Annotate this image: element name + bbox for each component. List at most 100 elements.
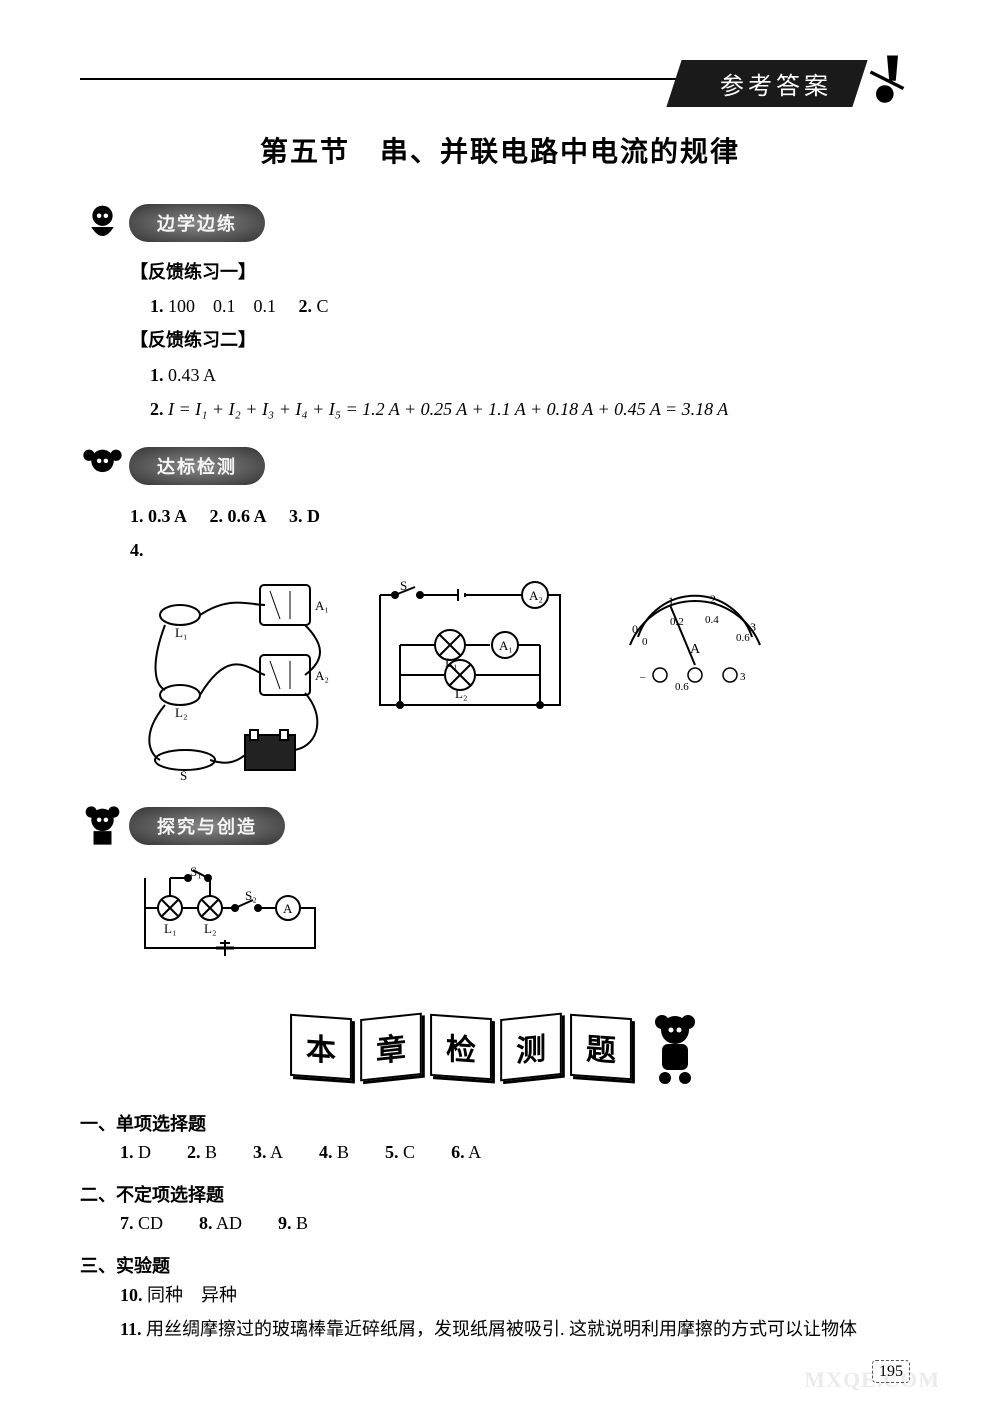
mcq-4-n: 4. xyxy=(319,1142,333,1162)
mcq-6-v: A xyxy=(468,1142,481,1162)
multi-8-v: AD xyxy=(216,1213,242,1233)
mcq-3: 3. A xyxy=(253,1142,283,1163)
explore-badge: 探究与创造 xyxy=(129,807,285,845)
header-badge-text: 参考答案 xyxy=(720,66,832,101)
chapter-mascot-icon xyxy=(640,1010,710,1085)
study-badge-text: 边学边练 xyxy=(157,210,237,236)
multi-9: 9. B xyxy=(278,1213,308,1234)
fb2-q2: 2. I = I₁ + I₂ + I₃ + I₄ + I₅ = 1.2 A + … xyxy=(150,392,920,426)
svg-text:L₂: L₂ xyxy=(455,686,467,701)
ammeter-dial-icon: 0 1 2 3 0 0.2 0.4 0.6 A – 0.6 3 xyxy=(610,575,780,695)
svg-text:L₂: L₂ xyxy=(175,705,187,720)
feedback1-block: 【反馈练习一】 1. 100 0.1 0.1 2. C 【反馈练习二】 1. 0… xyxy=(130,255,920,426)
exp-q11-val: 用丝绸摩擦过的玻璃棒靠近碎纸屑，发现纸屑被吸引. 这就说明利用摩擦的方式可以让物… xyxy=(146,1319,857,1339)
svg-text:A: A xyxy=(283,901,293,916)
svg-text:L₂: L₂ xyxy=(204,921,216,936)
tile-3: 检 xyxy=(430,1014,492,1080)
feedback2-heading: 【反馈练习二】 xyxy=(130,323,920,357)
fb1-q1-vals: 100 0.1 0.1 xyxy=(168,296,276,316)
svg-text:A₂: A₂ xyxy=(315,668,329,683)
watermark-text: MXQE.COM xyxy=(804,1367,940,1393)
exp-q10: 10. 同种 异种 xyxy=(120,1278,920,1312)
girl-mascot-icon xyxy=(80,444,125,489)
header-mascot-icon xyxy=(865,50,920,105)
fb2-q2-label: 2. xyxy=(150,399,164,419)
multi-8-n: 8. xyxy=(199,1213,213,1233)
chapter-test-heading: 本 章 检 测 题 xyxy=(80,1010,920,1085)
mcq-5-v: C xyxy=(403,1142,415,1162)
schematic-circuit-icon: S L₁ L₂ A₁ A₂ xyxy=(360,575,580,725)
svg-text:3: 3 xyxy=(740,671,746,683)
multi-8: 8. AD xyxy=(199,1213,242,1234)
tile-5: 题 xyxy=(570,1014,632,1080)
svg-text:0: 0 xyxy=(632,622,638,636)
tile-4: 测 xyxy=(500,1013,562,1082)
fb1-q2-val: C xyxy=(317,296,329,316)
standard-block: 1. 0.3 A 2. 0.6 A 3. D 4. xyxy=(130,499,920,785)
fb2-q1: 1. 0.43 A xyxy=(150,358,920,392)
multi-heading: 二、不定项选择题 xyxy=(80,1181,920,1207)
std-q4-label: 4. xyxy=(130,533,920,567)
explore-badge-row: 探究与创造 xyxy=(80,803,920,848)
svg-text:0: 0 xyxy=(642,636,648,648)
svg-text:S₂: S₂ xyxy=(245,888,257,903)
tile-1: 本 xyxy=(290,1014,352,1080)
mcq-3-n: 3. xyxy=(253,1142,267,1162)
physical-circuit-icon: L₁ L₂ A₁ A₂ S xyxy=(130,575,330,785)
svg-text:L₁: L₁ xyxy=(445,655,457,670)
mcq-5-n: 5. xyxy=(385,1142,399,1162)
mcq-3-v: A xyxy=(270,1142,283,1162)
exp-q10-val: 同种 异种 xyxy=(147,1285,237,1305)
mcq-6: 6. A xyxy=(451,1142,481,1163)
multi-answers: 7. CD 8. AD 9. B xyxy=(120,1213,920,1234)
std-q2: 2. 0.6 A xyxy=(210,506,267,526)
svg-text:S₁: S₁ xyxy=(190,864,202,879)
mcq-1-v: D xyxy=(138,1142,151,1162)
fb2-q2-expr: I = I₁ + I₂ + I₃ + I₄ + I₅ = 1.2 A + 0.2… xyxy=(168,399,728,419)
svg-text:–: – xyxy=(639,671,646,683)
svg-text:A: A xyxy=(690,642,701,657)
exp-q11: 11. 用丝绸摩擦过的玻璃棒靠近碎纸屑，发现纸屑被吸引. 这就说明利用摩擦的方式… xyxy=(120,1312,920,1346)
mcq-6-n: 6. xyxy=(451,1142,465,1162)
mcq-2-v: B xyxy=(205,1142,217,1162)
mcq-1: 1. D xyxy=(120,1142,151,1163)
study-badge: 边学边练 xyxy=(129,204,265,242)
fb2-q1-val: 0.43 A xyxy=(168,365,216,385)
multi-7: 7. CD xyxy=(120,1213,163,1234)
standard-badge: 达标检测 xyxy=(129,447,265,485)
svg-text:L₁: L₁ xyxy=(164,921,176,936)
svg-text:3: 3 xyxy=(750,620,756,634)
mcq-4: 4. B xyxy=(319,1142,349,1163)
page-header: 参考答案 xyxy=(80,60,920,100)
std-q3: 3. D xyxy=(289,506,320,526)
explore-block: S₁ S₂ L₁ L₂ A xyxy=(130,858,920,979)
standard-answers: 1. 0.3 A 2. 0.6 A 3. D xyxy=(130,499,920,533)
multi-9-n: 9. xyxy=(278,1213,292,1233)
svg-text:1: 1 xyxy=(668,594,674,608)
mcq-answers: 1. D 2. B 3. A 4. B 5. C 6. A xyxy=(120,1142,920,1163)
header-badge: 参考答案 xyxy=(666,60,867,107)
std-q4-num: 4. xyxy=(130,540,144,560)
multi-7-v: CD xyxy=(138,1213,163,1233)
explore-mascot-icon xyxy=(80,803,125,848)
std-q1: 1. 0.3 A xyxy=(130,506,187,526)
mcq-4-v: B xyxy=(337,1142,349,1162)
multi-7-n: 7. xyxy=(120,1213,134,1233)
svg-text:0.6: 0.6 xyxy=(736,632,750,644)
svg-text:0.2: 0.2 xyxy=(670,616,684,628)
standard-badge-row: 达标检测 xyxy=(80,444,920,489)
study-badge-row: 边学边练 xyxy=(80,200,920,245)
explore-circuit-icon: S₁ S₂ L₁ L₂ A xyxy=(130,858,330,968)
mcq-2-n: 2. xyxy=(187,1142,201,1162)
mcq-heading: 一、单项选择题 xyxy=(80,1110,920,1136)
svg-text:A₂: A₂ xyxy=(529,588,543,603)
standard-badge-text: 达标检测 xyxy=(157,453,237,479)
fb1-q1-label: 1. xyxy=(150,296,164,316)
exp-q11-label: 11. xyxy=(120,1319,142,1339)
tile-2: 章 xyxy=(360,1013,422,1082)
boy-mascot-icon xyxy=(80,200,125,245)
mcq-5: 5. C xyxy=(385,1142,415,1163)
svg-text:L₁: L₁ xyxy=(175,625,187,640)
svg-text:S: S xyxy=(400,578,407,593)
svg-text:A₁: A₁ xyxy=(315,598,329,613)
